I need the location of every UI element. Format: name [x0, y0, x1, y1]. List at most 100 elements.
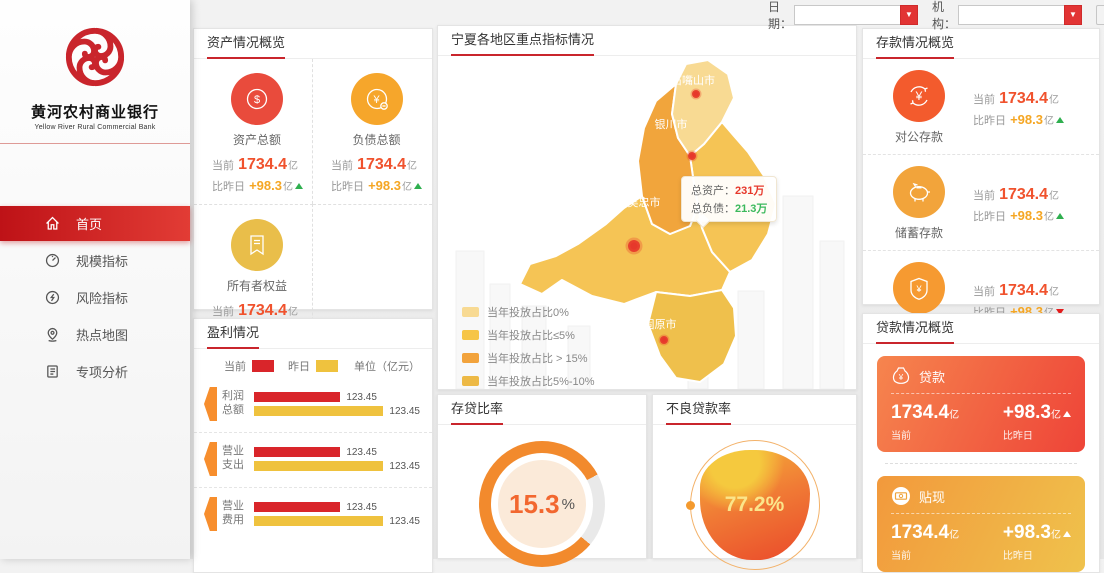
org-select: ▼	[958, 5, 1082, 25]
tooltip-liabilities-label: 总负债：	[691, 203, 735, 215]
group-tag-icon	[204, 387, 217, 421]
trend-up-icon	[1055, 212, 1064, 219]
cards-divider	[885, 463, 1077, 464]
trend-down-icon	[1055, 308, 1064, 315]
sidebar-item-scale[interactable]: 规模指标	[0, 243, 190, 278]
refresh-button[interactable]: 刷新	[1096, 5, 1104, 25]
legend-yesterday-label: 昨日	[288, 361, 310, 373]
panel-title: 存款情况概览	[876, 29, 955, 59]
piggy-bank-icon	[909, 182, 930, 202]
sidebar-item-label: 热点地图	[76, 328, 129, 343]
tooltip-assets-value: 231万	[735, 185, 765, 197]
map-legend: 当年投放占比0% 当年投放占比≤5% 当年投放占比 > 15% 当年投放占比5%…	[462, 304, 595, 389]
bar-yesterday	[254, 516, 384, 526]
delta-value: +98.3	[368, 178, 401, 193]
date-label: 日期：	[768, 0, 793, 31]
panel-title: 不良贷款率	[666, 395, 732, 425]
panel-title: 资产情况概览	[207, 29, 286, 59]
bar-group-operating-expense: 营业支出 123.45 123.45	[194, 432, 432, 487]
legend-item: 当年投放占比 > 15%	[462, 350, 595, 366]
analysis-doc-icon	[47, 365, 58, 378]
bar-value: 123.45	[389, 405, 420, 417]
current-value: 1734.4	[891, 402, 950, 423]
bar-current	[254, 447, 341, 457]
ratio-donut-chart: 15.3 %	[479, 441, 605, 567]
current-value: 1734.4	[999, 89, 1048, 107]
group-tag-icon	[204, 497, 217, 531]
city-label-wuzhong: 吴忠市	[628, 195, 661, 209]
sidebar-item-label: 规模指标	[76, 254, 129, 269]
sidebar-item-hotspot-map[interactable]: 热点地图	[0, 317, 190, 352]
bar-value: 123.45	[346, 501, 377, 513]
sidebar-item-risk[interactable]: 风险指标	[0, 280, 190, 315]
delta-label: 比昨日	[1002, 551, 1033, 562]
bar-value: 123.45	[346, 391, 377, 403]
loan-card: ¥ 贷款 1734.4亿 当前 +98.3亿 比昨日	[877, 356, 1085, 452]
legend-current-label: 当前	[224, 361, 246, 373]
home-icon	[46, 216, 59, 230]
city-label-guyuan: 固原市	[644, 317, 677, 331]
skyline-background	[455, 195, 845, 389]
sidebar-item-home[interactable]: 首页	[0, 206, 190, 241]
bar-value: 123.45	[346, 446, 377, 458]
empty-cell	[313, 204, 432, 350]
scale-gauge-icon	[45, 253, 60, 268]
ratio-value: 15.3	[509, 488, 560, 519]
metric-name: 资产总额	[232, 133, 281, 147]
trend-up-icon	[1055, 116, 1064, 123]
assets-overview-panel: 资产情况概览 $ 资产总额 当前 1734.4亿 比昨日 +98.3亿 ¥ 负债…	[193, 28, 433, 350]
map-region-shizuishan[interactable]	[671, 59, 735, 157]
yen-minus-icon: ¥	[366, 88, 388, 110]
panel-title: 盈利情况	[207, 319, 260, 349]
legend-item: 当年投放占比5%-10%	[462, 373, 595, 389]
map-region-guyuan[interactable]	[647, 289, 737, 383]
current-label: 当前	[212, 160, 234, 172]
date-dropdown-button[interactable]: ▼	[900, 5, 918, 25]
current-label: 当前	[891, 431, 911, 442]
hotspot-dot-yinchuan[interactable]	[686, 150, 698, 162]
legend-swatch	[462, 330, 479, 340]
org-dropdown-button[interactable]: ▼	[1064, 5, 1082, 25]
hotspot-dot-guyuan[interactable]	[658, 334, 670, 346]
certificate-icon	[250, 235, 264, 256]
delta-value: +98.3	[1002, 522, 1051, 543]
panel-title: 宁夏各地区重点指标情况	[451, 26, 595, 56]
hotspot-dot-wuzhong[interactable]	[625, 237, 643, 255]
hotspot-dot-shizuishan[interactable]	[690, 88, 702, 100]
current-value: 1734.4	[999, 185, 1048, 203]
delta-value: +98.3	[1002, 402, 1051, 423]
map-tooltip: 总资产：231万 总负债：21.3万	[681, 176, 778, 222]
panel-title: 存贷比率	[451, 395, 504, 425]
current-value: 1734.4	[357, 156, 406, 173]
trend-up-icon	[1063, 531, 1071, 537]
dollar-circle-icon: $	[246, 88, 268, 110]
trend-up-icon	[413, 183, 422, 189]
delta-label: 比昨日	[1002, 431, 1033, 442]
sidebar-divider	[0, 143, 190, 144]
bank-emblem-icon	[65, 27, 125, 87]
delta-value: +98.3	[249, 178, 282, 193]
metric-total-assets: $ 资产总额 当前 1734.4亿 比昨日 +98.3亿	[194, 59, 313, 204]
yen-refresh-icon: ¥	[910, 86, 928, 106]
deposits-overview-panel: 存款情况概览 ¥ 对公存款 当前 1734.4亿 比昨日 +98.3亿	[862, 28, 1100, 336]
org-input[interactable]	[958, 5, 1064, 25]
loan-deposit-ratio-panel: 存贷比率 15.3 %	[437, 394, 647, 567]
discount-card: 贴现 1734.4亿 当前 +98.3亿 比昨日	[877, 476, 1085, 572]
sidebar-nav: 首页 规模指标 风险指标 热点地图 专项分析	[0, 206, 190, 389]
sidebar-item-label: 风险指标	[76, 291, 129, 306]
bank-logo	[0, 0, 190, 93]
city-label-yinchuan: 银川市	[655, 117, 688, 131]
legend-item: 当年投放占比0%	[462, 304, 595, 320]
unit-label: 单位（亿元）	[354, 361, 420, 373]
sidebar-item-analysis[interactable]: 专项分析	[0, 354, 190, 389]
date-input[interactable]	[794, 5, 900, 25]
current-value: 1734.4	[238, 156, 287, 173]
bar-value: 123.45	[389, 515, 420, 527]
liquid-gauge-chart: 77.2%	[685, 440, 820, 570]
filter-bar: 日期： ▼ 机构： ▼ 刷新	[768, 0, 1104, 31]
category-label: 营业费用	[222, 500, 244, 526]
metric-name: 对公存款	[894, 130, 943, 144]
category-label: 利润总额	[222, 390, 244, 416]
delta-value: +98.3	[1010, 111, 1043, 127]
metric-name: 储蓄存款	[894, 226, 943, 240]
